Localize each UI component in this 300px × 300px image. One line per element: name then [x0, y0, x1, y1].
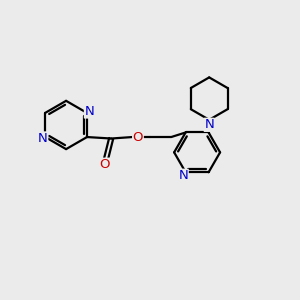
Text: N: N: [204, 118, 214, 131]
Text: N: N: [178, 169, 188, 182]
Text: N: N: [38, 132, 48, 145]
Text: N: N: [85, 105, 94, 118]
Text: O: O: [133, 130, 143, 143]
Text: O: O: [99, 158, 110, 171]
